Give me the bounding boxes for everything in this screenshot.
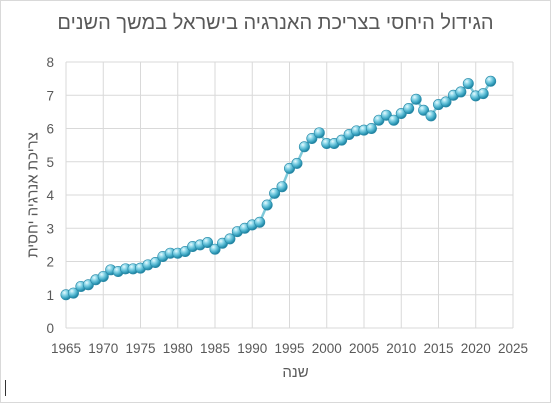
data-point — [254, 216, 266, 228]
data-point — [485, 75, 497, 87]
x-tick-label: 1965 — [51, 341, 81, 356]
x-tick-label: 1985 — [200, 341, 230, 356]
data-point — [97, 270, 109, 282]
data-point — [209, 243, 221, 255]
gridlines — [65, 61, 514, 329]
data-point — [418, 104, 430, 116]
x-tick-label: 2000 — [312, 341, 342, 356]
data-point — [261, 199, 273, 211]
x-tick-label: 2005 — [349, 341, 379, 356]
x-tick-label: 2025 — [498, 341, 528, 356]
x-tick-label: 2015 — [423, 341, 453, 356]
data-point — [455, 86, 467, 98]
data-point — [440, 96, 452, 108]
data-point — [410, 93, 422, 105]
y-tick-label: 2 — [46, 255, 54, 270]
x-tick-label: 2010 — [386, 341, 416, 356]
x-tick-label: 1990 — [237, 341, 267, 356]
data-point — [477, 88, 489, 100]
y-tick-label: 4 — [46, 188, 54, 203]
data-point — [298, 141, 310, 153]
x-tick-label: 2020 — [461, 341, 491, 356]
series-markers — [60, 75, 497, 301]
data-point — [336, 134, 348, 146]
text-cursor — [5, 380, 6, 396]
data-point — [365, 123, 377, 135]
y-tick-label: 7 — [46, 88, 54, 103]
x-tick-label: 1980 — [163, 341, 193, 356]
x-axis-label: שנה — [282, 364, 309, 381]
data-point — [291, 157, 303, 169]
data-point — [149, 256, 161, 268]
data-point — [425, 110, 437, 122]
y-tick-label: 5 — [46, 155, 54, 170]
data-point — [306, 132, 318, 144]
y-tick-label: 3 — [46, 221, 54, 236]
data-point — [269, 187, 281, 199]
data-point — [202, 237, 214, 249]
data-point — [313, 127, 325, 139]
tick-labels: 0 1 2 3 4 5 6 7 8 1965 1970 1975 1980 1985 1990 1995 200… — [46, 55, 528, 356]
data-point — [462, 78, 474, 90]
chart-title: הגידול היחסי בצריכת האנרגיה בישראל במשך … — [57, 12, 494, 34]
data-point — [276, 181, 288, 193]
y-tick-label: 0 — [46, 321, 54, 336]
x-tick-label: 1995 — [274, 341, 304, 356]
data-point — [67, 287, 79, 299]
y-tick-label: 8 — [46, 55, 54, 70]
x-tick-label: 1970 — [88, 341, 118, 356]
data-point — [224, 233, 236, 245]
y-tick-label: 1 — [46, 288, 54, 303]
data-point — [388, 114, 400, 126]
y-tick-label: 6 — [46, 122, 54, 137]
data-point — [403, 103, 415, 115]
x-tick-label: 1975 — [125, 341, 155, 356]
